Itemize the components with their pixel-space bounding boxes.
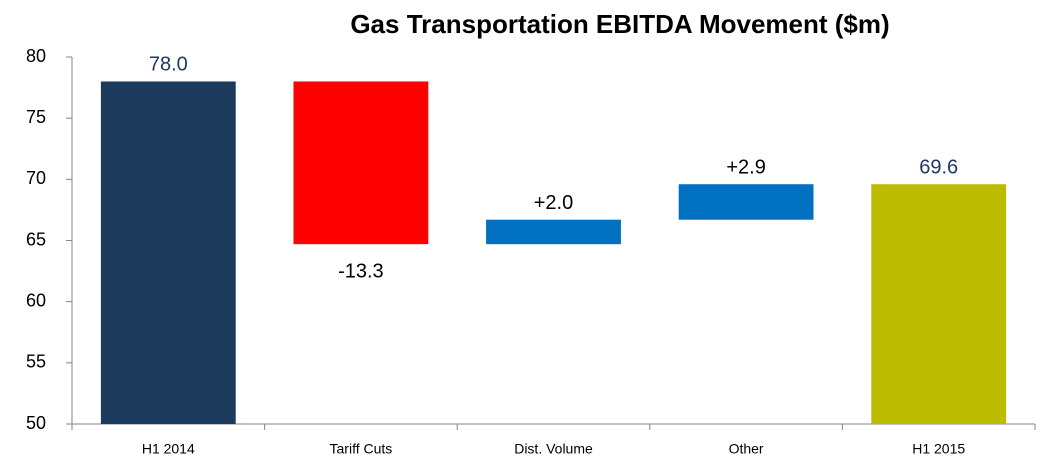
y-tick-label: 65 — [26, 229, 46, 249]
x-tick-label: H1 2015 — [912, 441, 965, 457]
value-label: 78.0 — [149, 54, 188, 76]
value-label: -13.3 — [338, 260, 384, 282]
bar — [871, 184, 1007, 424]
y-tick-label: 60 — [26, 290, 46, 310]
x-tick-label: H1 2014 — [142, 441, 195, 457]
x-tick-label: Tariff Cuts — [330, 441, 393, 457]
value-label: 69.6 — [919, 157, 958, 179]
y-tick-label: 80 — [26, 46, 46, 66]
y-tick-label: 70 — [26, 168, 46, 188]
y-tick-label: 50 — [26, 413, 46, 433]
bar — [486, 219, 621, 245]
x-tick-label: Dist. Volume — [514, 441, 593, 457]
chart-title: Gas Transportation EBITDA Movement ($m) — [350, 9, 889, 39]
y-tick-label: 75 — [26, 107, 46, 127]
bar — [100, 81, 236, 424]
value-label: +2.9 — [726, 157, 765, 179]
bar — [293, 81, 429, 245]
x-tick-label: Other — [729, 441, 764, 457]
bar — [678, 184, 814, 220]
y-tick-label: 55 — [26, 352, 46, 372]
value-label: +2.0 — [534, 192, 573, 214]
